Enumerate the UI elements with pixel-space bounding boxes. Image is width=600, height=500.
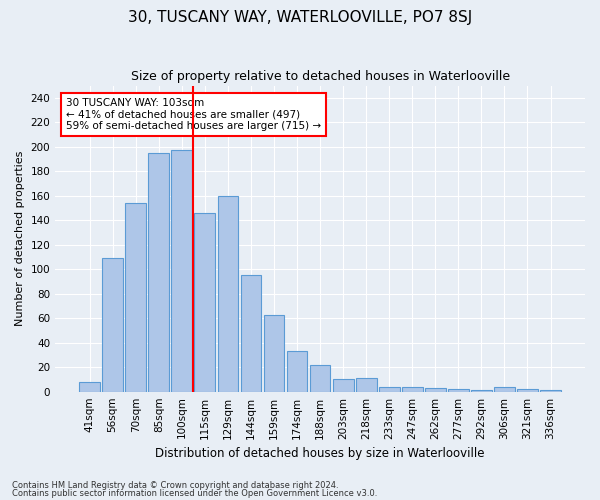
Bar xyxy=(494,387,515,392)
Bar xyxy=(471,390,492,392)
Bar xyxy=(379,387,400,392)
Y-axis label: Number of detached properties: Number of detached properties xyxy=(15,151,25,326)
Bar xyxy=(148,153,169,392)
Text: 30, TUSCANY WAY, WATERLOOVILLE, PO7 8SJ: 30, TUSCANY WAY, WATERLOOVILLE, PO7 8SJ xyxy=(128,10,472,25)
Bar xyxy=(448,389,469,392)
Bar xyxy=(79,382,100,392)
Bar xyxy=(102,258,123,392)
Bar xyxy=(218,196,238,392)
Bar xyxy=(263,314,284,392)
Bar xyxy=(172,150,192,392)
Bar xyxy=(425,388,446,392)
Bar xyxy=(194,213,215,392)
Bar xyxy=(125,203,146,392)
Text: Contains HM Land Registry data © Crown copyright and database right 2024.: Contains HM Land Registry data © Crown c… xyxy=(12,480,338,490)
Bar xyxy=(402,387,422,392)
Bar xyxy=(517,389,538,392)
Bar xyxy=(287,352,307,392)
Bar xyxy=(333,380,353,392)
Title: Size of property relative to detached houses in Waterlooville: Size of property relative to detached ho… xyxy=(131,70,509,83)
Text: Contains public sector information licensed under the Open Government Licence v3: Contains public sector information licen… xyxy=(12,489,377,498)
Bar xyxy=(310,364,331,392)
Bar xyxy=(241,276,262,392)
Bar xyxy=(356,378,377,392)
X-axis label: Distribution of detached houses by size in Waterlooville: Distribution of detached houses by size … xyxy=(155,447,485,460)
Bar xyxy=(540,390,561,392)
Text: 30 TUSCANY WAY: 103sqm
← 41% of detached houses are smaller (497)
59% of semi-de: 30 TUSCANY WAY: 103sqm ← 41% of detached… xyxy=(66,98,321,131)
